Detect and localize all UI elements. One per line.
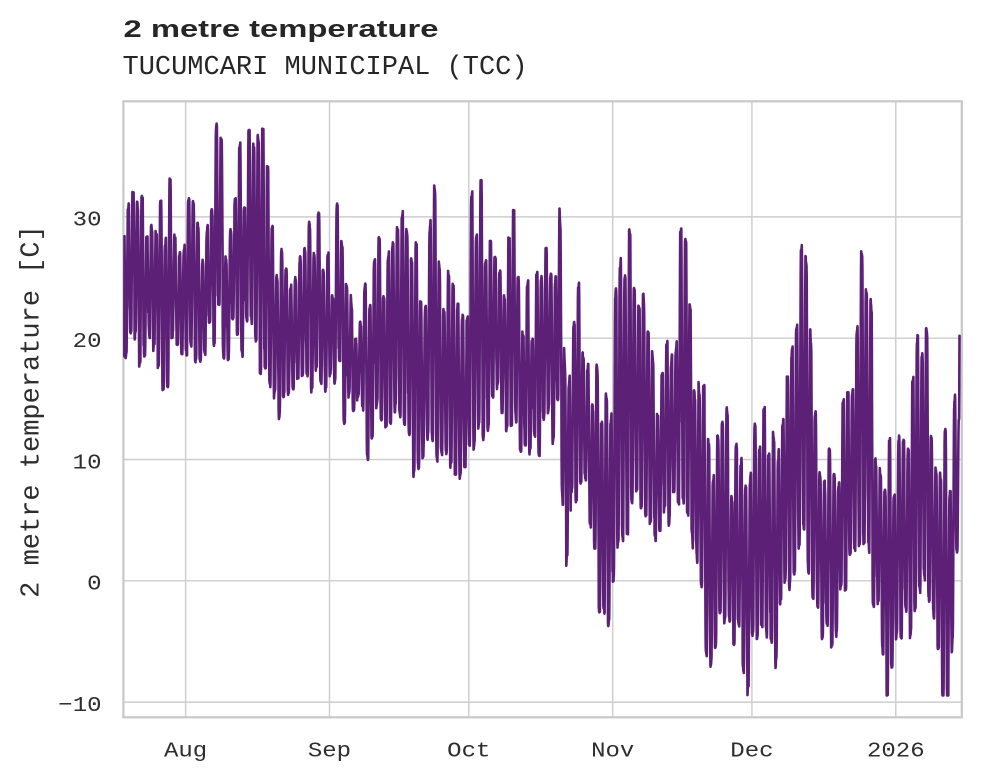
svg-text:Nov: Nov (591, 739, 634, 763)
svg-text:Dec: Dec (730, 739, 773, 763)
svg-text:2026: 2026 (867, 739, 925, 763)
svg-text:2 metre temperature [C]: 2 metre temperature [C] (17, 225, 47, 598)
svg-text:Sep: Sep (308, 739, 351, 763)
svg-text:Aug: Aug (164, 739, 207, 763)
svg-text:20: 20 (73, 330, 102, 354)
svg-text:0: 0 (87, 573, 101, 597)
svg-text:TUCUMCARI MUNICIPAL (TCC): TUCUMCARI MUNICIPAL (TCC) (123, 53, 528, 83)
svg-text:Oct: Oct (447, 739, 490, 763)
svg-text:−10: −10 (58, 694, 101, 718)
svg-text:30: 30 (73, 209, 102, 233)
svg-text:2 metre temperature: 2 metre temperature (124, 16, 439, 43)
svg-text:10: 10 (73, 451, 102, 475)
